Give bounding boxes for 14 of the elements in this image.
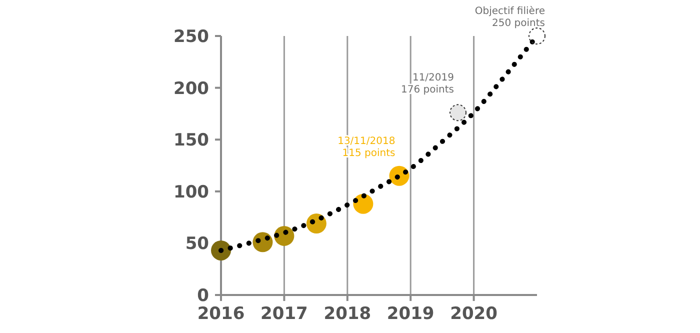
x-tick-label: 2019 xyxy=(386,304,434,324)
x-tick-label: 2017 xyxy=(260,304,308,324)
y-tick-label: 50 xyxy=(185,234,210,254)
annotation: 13/11/2018 115 points xyxy=(338,136,396,159)
y-tick-label: 250 xyxy=(174,26,210,47)
annotation: Objectif filière 250 points xyxy=(474,6,545,29)
point xyxy=(211,240,231,260)
y-tick-label: 0 xyxy=(197,286,210,306)
x-tick-label: 2018 xyxy=(324,304,372,324)
x-tick-label: 2016 xyxy=(197,304,245,324)
y-tick-label: 150 xyxy=(174,130,210,151)
y-tick-label: 100 xyxy=(174,182,210,202)
x-tick-label: 2020 xyxy=(450,304,498,324)
y-tick-label: 200 xyxy=(174,78,210,99)
